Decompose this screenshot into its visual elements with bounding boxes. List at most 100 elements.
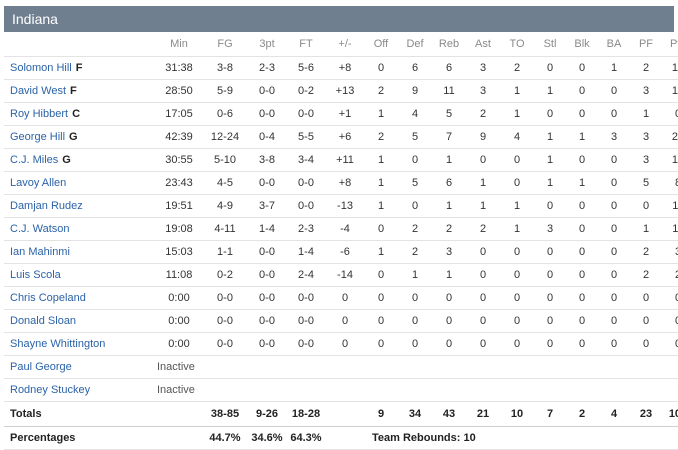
column-header: Blk	[566, 32, 598, 57]
stat-cell: 29	[662, 125, 678, 149]
stat-cell: 5	[398, 125, 432, 149]
stat-cell: 10	[662, 79, 678, 103]
empty-cell	[566, 426, 678, 450]
stat-cell: 0	[500, 171, 534, 195]
stat-cell: 0	[398, 194, 432, 218]
stat-cell: 0-0	[248, 171, 286, 195]
totals-stat-cell: 4	[598, 401, 630, 427]
player-link[interactable]: David West	[10, 85, 67, 97]
stat-cell: 13	[662, 56, 678, 80]
stat-cell: 0	[500, 286, 534, 310]
stat-cell: 0-0	[248, 79, 286, 103]
stat-cell: 0	[566, 332, 598, 356]
player-name-cell: Paul George	[4, 355, 156, 379]
stat-cell: 0	[598, 286, 630, 310]
player-link[interactable]: Shayne Whittington	[10, 338, 106, 350]
stat-cell: 0-0	[202, 286, 248, 310]
player-link[interactable]: Ian Mahinmi	[10, 246, 70, 258]
player-link[interactable]: Rodney Stuckey	[10, 384, 91, 396]
stat-cell: 30:55	[156, 148, 202, 172]
stat-cell: 1-4	[248, 217, 286, 241]
stat-cell: 0	[466, 286, 500, 310]
stat-cell: 0	[500, 240, 534, 264]
stat-cell: 2-3	[286, 217, 326, 241]
stat-cell: 0	[598, 263, 630, 287]
stat-cell: 11:08	[156, 263, 202, 287]
stat-cell: 0-0	[202, 332, 248, 356]
stat-cell: 1	[630, 102, 662, 126]
stat-cell: 0	[534, 286, 566, 310]
stat-cell: 1	[598, 56, 630, 80]
stat-cell: 5-9	[202, 79, 248, 103]
stat-cell: 2	[398, 217, 432, 241]
totals-stat-cell: 43	[432, 401, 466, 427]
stat-cell: 0-6	[202, 102, 248, 126]
stat-cell: 0	[598, 194, 630, 218]
stat-cell: 5	[398, 171, 432, 195]
player-link[interactable]: C.J. Miles	[10, 154, 59, 166]
stat-cell: 0	[662, 286, 678, 310]
player-link[interactable]: C.J. Watson	[10, 223, 70, 235]
stat-cell: 0	[566, 194, 598, 218]
stat-cell: 6	[398, 56, 432, 80]
stat-cell: 1	[364, 194, 398, 218]
stat-cell: 0	[598, 171, 630, 195]
totals-stat-cell: 21	[466, 401, 500, 427]
stat-cell: 0	[326, 286, 364, 310]
percentages-row: Percentages 44.7% 34.6% 64.3% Team Rebounds:…	[4, 426, 678, 450]
stat-cell: 0	[566, 148, 598, 172]
stat-cell: 0	[326, 332, 364, 356]
player-link[interactable]: Paul George	[10, 361, 72, 373]
stat-cell: 0	[500, 309, 534, 333]
stat-cell: 1	[364, 240, 398, 264]
player-link[interactable]: Chris Copeland	[10, 292, 86, 304]
totals-stat-cell: 2	[566, 401, 598, 427]
boxscore-panel: Indiana Min FG 3pt FT +/- Off Def Reb Ast TO Stl Bl…	[4, 6, 678, 450]
totals-stat-cell: 103	[662, 401, 678, 427]
player-link[interactable]: Roy Hibbert	[10, 108, 69, 120]
stat-cell: 0	[398, 309, 432, 333]
stat-cell: 1	[432, 194, 466, 218]
player-row: Shayne Whittington 0:00 0-0 0-0 0-0 0 0 0 0 0 0 0 0 0…	[4, 332, 678, 356]
stat-cell: 0	[630, 309, 662, 333]
player-link[interactable]: Donald Sloan	[10, 315, 77, 327]
player-link[interactable]: Luis Scola	[10, 269, 61, 281]
ft-percentage: 64.3%	[286, 426, 326, 450]
stat-cell: 0-0	[202, 309, 248, 333]
stat-cell: 0	[398, 148, 432, 172]
stat-cell: 0	[398, 286, 432, 310]
player-name-cell: Damjan Rudez	[4, 194, 156, 218]
player-link[interactable]: George Hill	[10, 131, 66, 143]
empty-cell	[156, 426, 202, 450]
stat-cell: 0	[432, 332, 466, 356]
stat-cell: 0	[566, 56, 598, 80]
stat-cell: 5	[630, 171, 662, 195]
stat-cell: 11	[432, 79, 466, 103]
stat-cell: 4	[500, 125, 534, 149]
stat-cell: 3	[598, 125, 630, 149]
stat-cell: 0	[534, 102, 566, 126]
stat-cell: 1	[466, 194, 500, 218]
stat-cell: 2	[466, 102, 500, 126]
totals-stat-cell: 9	[364, 401, 398, 427]
player-link[interactable]: Solomon Hill	[10, 62, 72, 74]
stat-cell: 3-8	[202, 56, 248, 80]
player-name-cell: Rodney Stuckey	[4, 378, 156, 402]
player-link[interactable]: Lavoy Allen	[10, 177, 67, 189]
stat-cell: 0	[566, 286, 598, 310]
player-link[interactable]: Damjan Rudez	[10, 200, 83, 212]
inactive-player-row: Paul George Inactive	[4, 355, 678, 379]
boxscore-table: MinFG3ptFT+/-OffDefRebAstTOStlBlkBAPFPts…	[4, 32, 678, 450]
stat-cell: 0	[500, 148, 534, 172]
stat-cell: 3-7	[248, 194, 286, 218]
totals-stat-cell: 38-85	[202, 401, 248, 427]
stat-cell: 6	[432, 56, 466, 80]
stat-cell: +6	[326, 125, 364, 149]
stat-cell: 4-9	[202, 194, 248, 218]
